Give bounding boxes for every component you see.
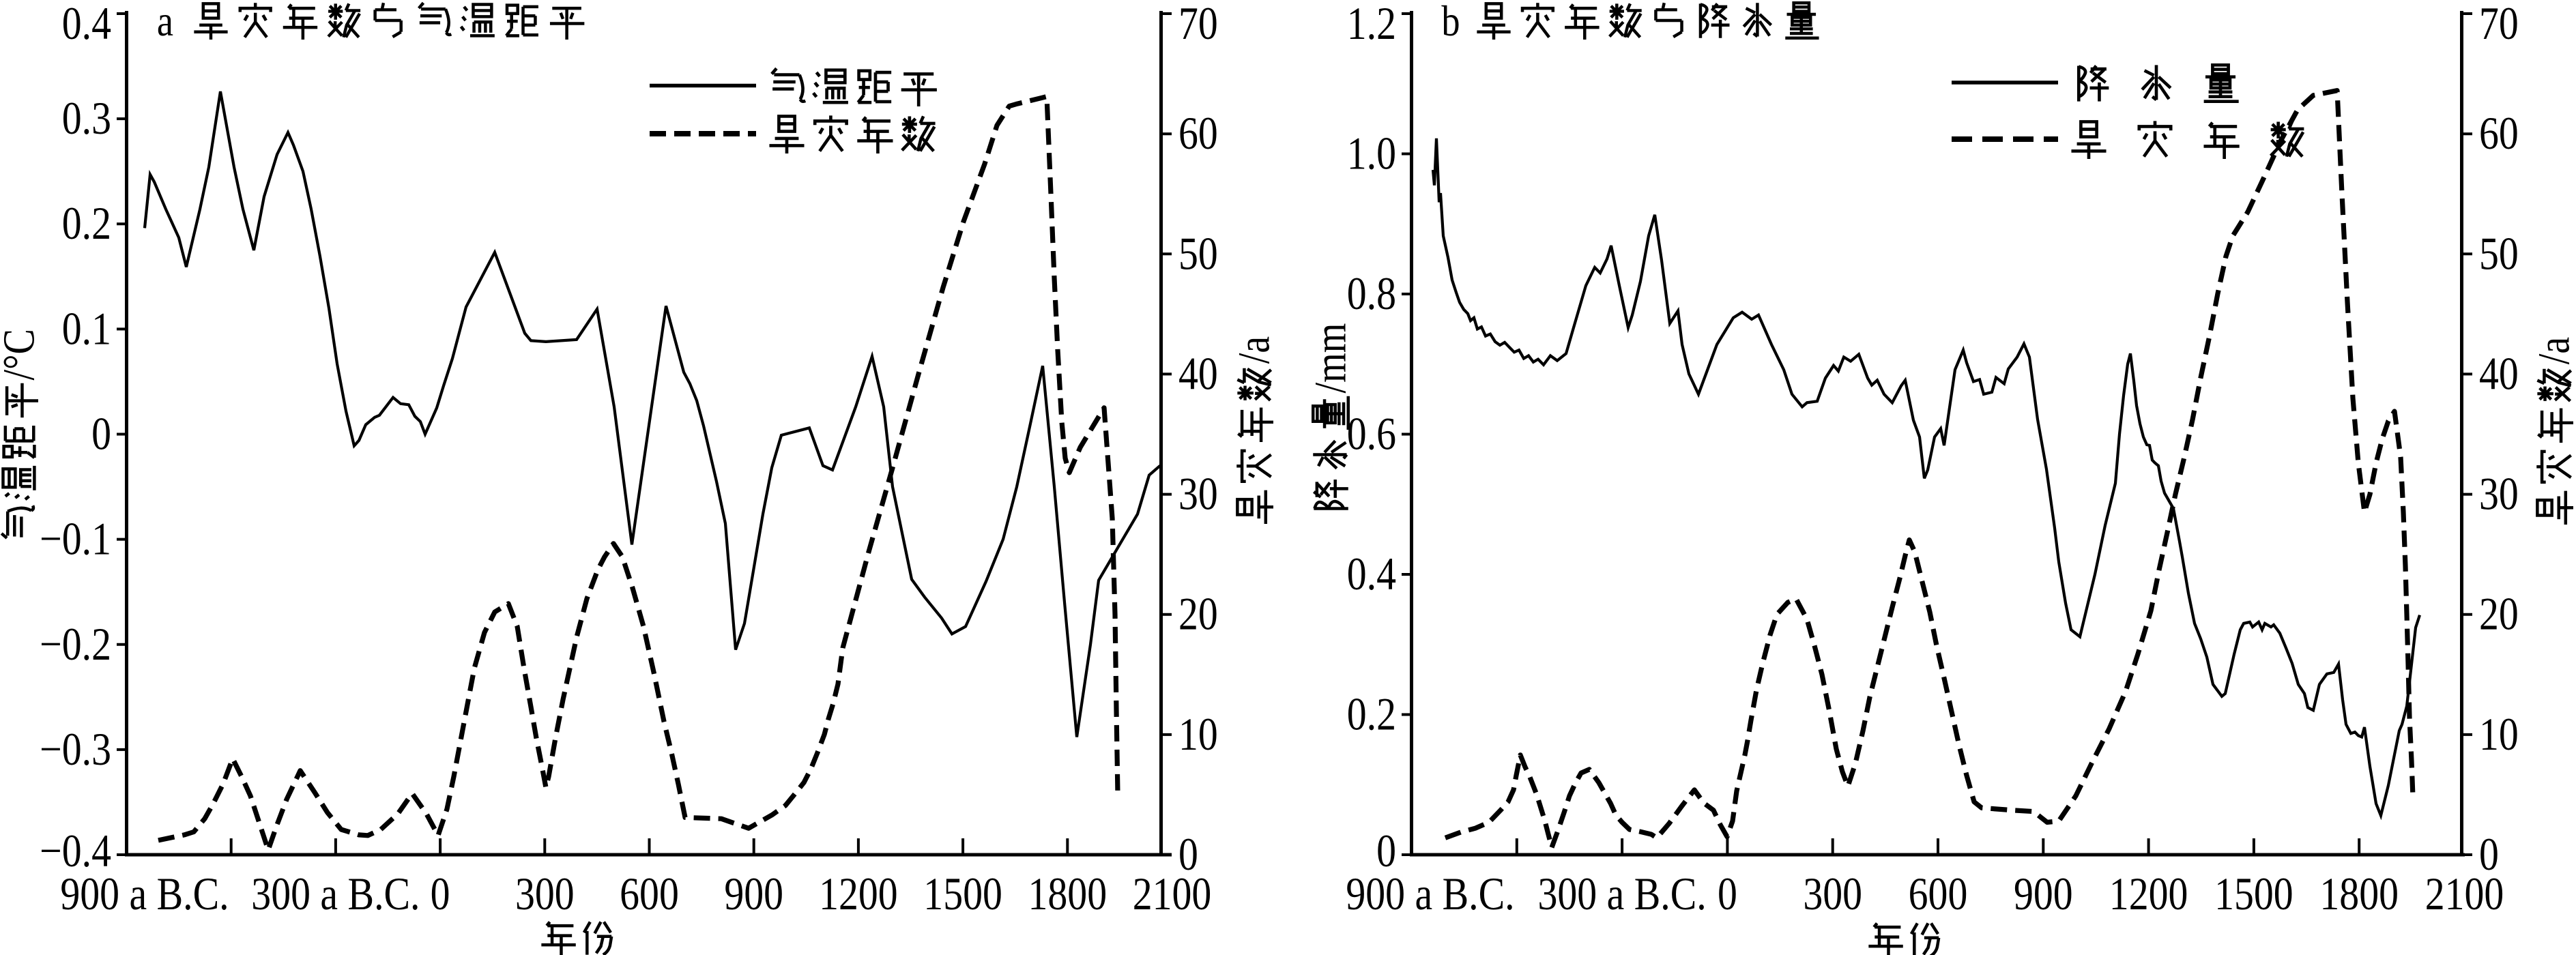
svg-text:20: 20 (1178, 588, 1218, 639)
svg-text:2100: 2100 (1133, 868, 1212, 920)
svg-text:50: 50 (1178, 228, 1218, 279)
svg-text:1800: 1800 (2319, 868, 2399, 920)
svg-text:−0.4: −0.4 (40, 825, 111, 877)
svg-text:0.8: 0.8 (1347, 268, 1396, 319)
svg-text:300 a B.C.: 300 a B.C. (1537, 868, 1706, 920)
svg-text:−0.3: −0.3 (40, 724, 111, 775)
svg-text:−0.2: −0.2 (40, 618, 111, 669)
svg-text:/a: /a (1229, 336, 1279, 364)
svg-text:900 a B.C.: 900 a B.C. (60, 868, 229, 920)
svg-text:/°C: /°C (0, 329, 44, 380)
svg-text:900: 900 (724, 868, 783, 920)
svg-text:30: 30 (2479, 468, 2519, 519)
svg-text:0: 0 (1718, 868, 1737, 920)
svg-text:300 a B.C.: 300 a B.C. (251, 868, 420, 920)
svg-text:/mm: /mm (1305, 323, 1355, 394)
svg-text:b: b (1441, 0, 1460, 45)
svg-text:900: 900 (2014, 868, 2073, 920)
svg-text:0.2: 0.2 (1347, 688, 1396, 739)
svg-text:0.1: 0.1 (62, 303, 111, 354)
svg-text:10: 10 (1178, 709, 1218, 760)
svg-text:1.2: 1.2 (1347, 0, 1396, 49)
svg-text:40: 40 (1178, 348, 1218, 399)
svg-text:0.2: 0.2 (62, 198, 111, 249)
svg-text:1800: 1800 (1028, 868, 1108, 920)
svg-text:70: 70 (2479, 0, 2519, 49)
svg-text:0: 0 (2479, 829, 2499, 880)
svg-text:40: 40 (2479, 348, 2519, 399)
svg-text:10: 10 (2479, 709, 2519, 760)
svg-text:20: 20 (2479, 588, 2519, 639)
svg-text:300: 300 (1803, 868, 1862, 920)
svg-text:0: 0 (431, 868, 450, 920)
svg-text:0: 0 (91, 408, 111, 459)
svg-text:60: 60 (2479, 108, 2519, 159)
svg-text:60: 60 (1178, 108, 1218, 159)
svg-text:900 a B.C.: 900 a B.C. (1346, 868, 1514, 920)
svg-text:−0.1: −0.1 (40, 513, 111, 564)
svg-text:0: 0 (1376, 825, 1396, 877)
svg-text:70: 70 (1178, 0, 1218, 49)
svg-text:600: 600 (1909, 868, 1968, 920)
svg-text:0.4: 0.4 (62, 0, 111, 49)
svg-text:30: 30 (1178, 468, 1218, 519)
svg-text:/a: /a (2529, 337, 2576, 364)
svg-text:0: 0 (1178, 829, 1198, 880)
svg-text:0.6: 0.6 (1347, 408, 1396, 459)
svg-text:1.0: 1.0 (1347, 128, 1396, 179)
svg-text:a: a (157, 0, 173, 45)
svg-text:50: 50 (2479, 228, 2519, 279)
svg-text:0.3: 0.3 (62, 93, 111, 144)
svg-text:300: 300 (515, 868, 575, 920)
svg-text:1500: 1500 (2214, 868, 2293, 920)
svg-text:0.4: 0.4 (1347, 548, 1396, 600)
svg-text:2100: 2100 (2425, 868, 2504, 920)
svg-text:1200: 1200 (819, 868, 898, 920)
svg-text:1200: 1200 (2109, 868, 2188, 920)
svg-text:1500: 1500 (923, 868, 1002, 920)
svg-text:600: 600 (620, 868, 679, 920)
